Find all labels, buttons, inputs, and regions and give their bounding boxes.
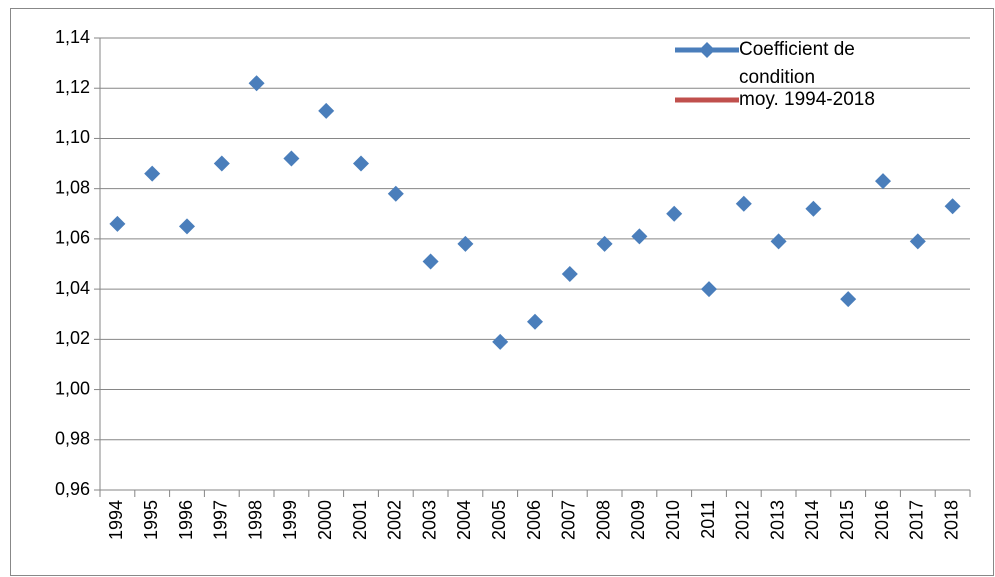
data-point bbox=[213, 155, 230, 172]
data-point bbox=[144, 165, 161, 182]
y-tick-label: 1,14 bbox=[55, 27, 90, 47]
data-point bbox=[944, 198, 961, 215]
data-point bbox=[387, 185, 404, 202]
y-tick-label: 1,10 bbox=[55, 127, 90, 147]
data-point bbox=[318, 102, 335, 119]
y-tick-label: 1,00 bbox=[55, 378, 90, 398]
x-tick-label: 2005 bbox=[489, 500, 509, 540]
x-tick-label: 1999 bbox=[280, 500, 300, 540]
x-tick-label: 2011 bbox=[698, 500, 718, 539]
y-tick-label: 1,02 bbox=[55, 328, 90, 348]
x-tick-label: 2007 bbox=[559, 500, 579, 540]
y-tick-label: 0,98 bbox=[55, 429, 90, 449]
x-tick-label: 2001 bbox=[350, 500, 370, 540]
x-tick-label: 2014 bbox=[802, 500, 822, 540]
x-tick-label: 1994 bbox=[106, 500, 126, 540]
x-tick-label: 2002 bbox=[385, 500, 405, 540]
x-tick-label: 2004 bbox=[454, 500, 474, 540]
data-point bbox=[527, 313, 543, 330]
data-point bbox=[353, 155, 369, 172]
legend-label: Coefficient de condition bbox=[739, 39, 855, 88]
x-tick-label: 2010 bbox=[663, 500, 683, 540]
y-tick-label: 1,04 bbox=[55, 278, 90, 298]
x-tick-label: 2015 bbox=[837, 500, 857, 540]
data-point bbox=[805, 200, 822, 217]
x-tick-label: 1997 bbox=[211, 500, 231, 540]
data-point bbox=[666, 205, 683, 222]
x-tick-label: 1998 bbox=[245, 500, 265, 540]
x-tick-label: 2016 bbox=[872, 500, 892, 540]
y-tick-label: 1,06 bbox=[55, 228, 90, 248]
x-tick-label: 2000 bbox=[315, 500, 335, 540]
data-point bbox=[840, 291, 857, 308]
data-point bbox=[179, 218, 195, 235]
data-point bbox=[492, 333, 509, 350]
legend-marker bbox=[699, 42, 715, 58]
data-point bbox=[422, 253, 439, 270]
data-point bbox=[631, 228, 648, 245]
x-tick-label: 2008 bbox=[593, 500, 613, 540]
x-tick-label: 2013 bbox=[767, 500, 787, 540]
y-tick-label: 1,12 bbox=[55, 77, 90, 97]
data-point bbox=[770, 233, 787, 250]
x-tick-label: 1995 bbox=[141, 500, 161, 540]
data-point bbox=[283, 150, 300, 167]
x-tick-label: 1996 bbox=[176, 500, 196, 540]
data-point bbox=[457, 235, 474, 252]
x-tick-label: 2017 bbox=[907, 500, 927, 540]
data-point bbox=[561, 266, 578, 283]
data-point bbox=[109, 215, 126, 232]
x-tick-label: 2009 bbox=[628, 500, 648, 540]
x-tick-label: 2003 bbox=[419, 500, 439, 540]
data-point bbox=[248, 75, 265, 92]
data-point bbox=[875, 173, 891, 190]
data-point bbox=[735, 195, 752, 212]
x-tick-label: 2012 bbox=[733, 500, 753, 540]
data-point bbox=[596, 235, 613, 252]
x-tick-label: 2018 bbox=[941, 500, 961, 540]
x-tick-label: 2006 bbox=[524, 500, 544, 540]
data-point bbox=[909, 233, 926, 250]
chart-frame bbox=[10, 8, 994, 576]
data-point bbox=[701, 281, 717, 298]
y-tick-label: 0,96 bbox=[55, 479, 90, 499]
y-tick-label: 1,08 bbox=[55, 177, 90, 197]
legend-label: moy. 1994-2018 bbox=[739, 89, 875, 110]
